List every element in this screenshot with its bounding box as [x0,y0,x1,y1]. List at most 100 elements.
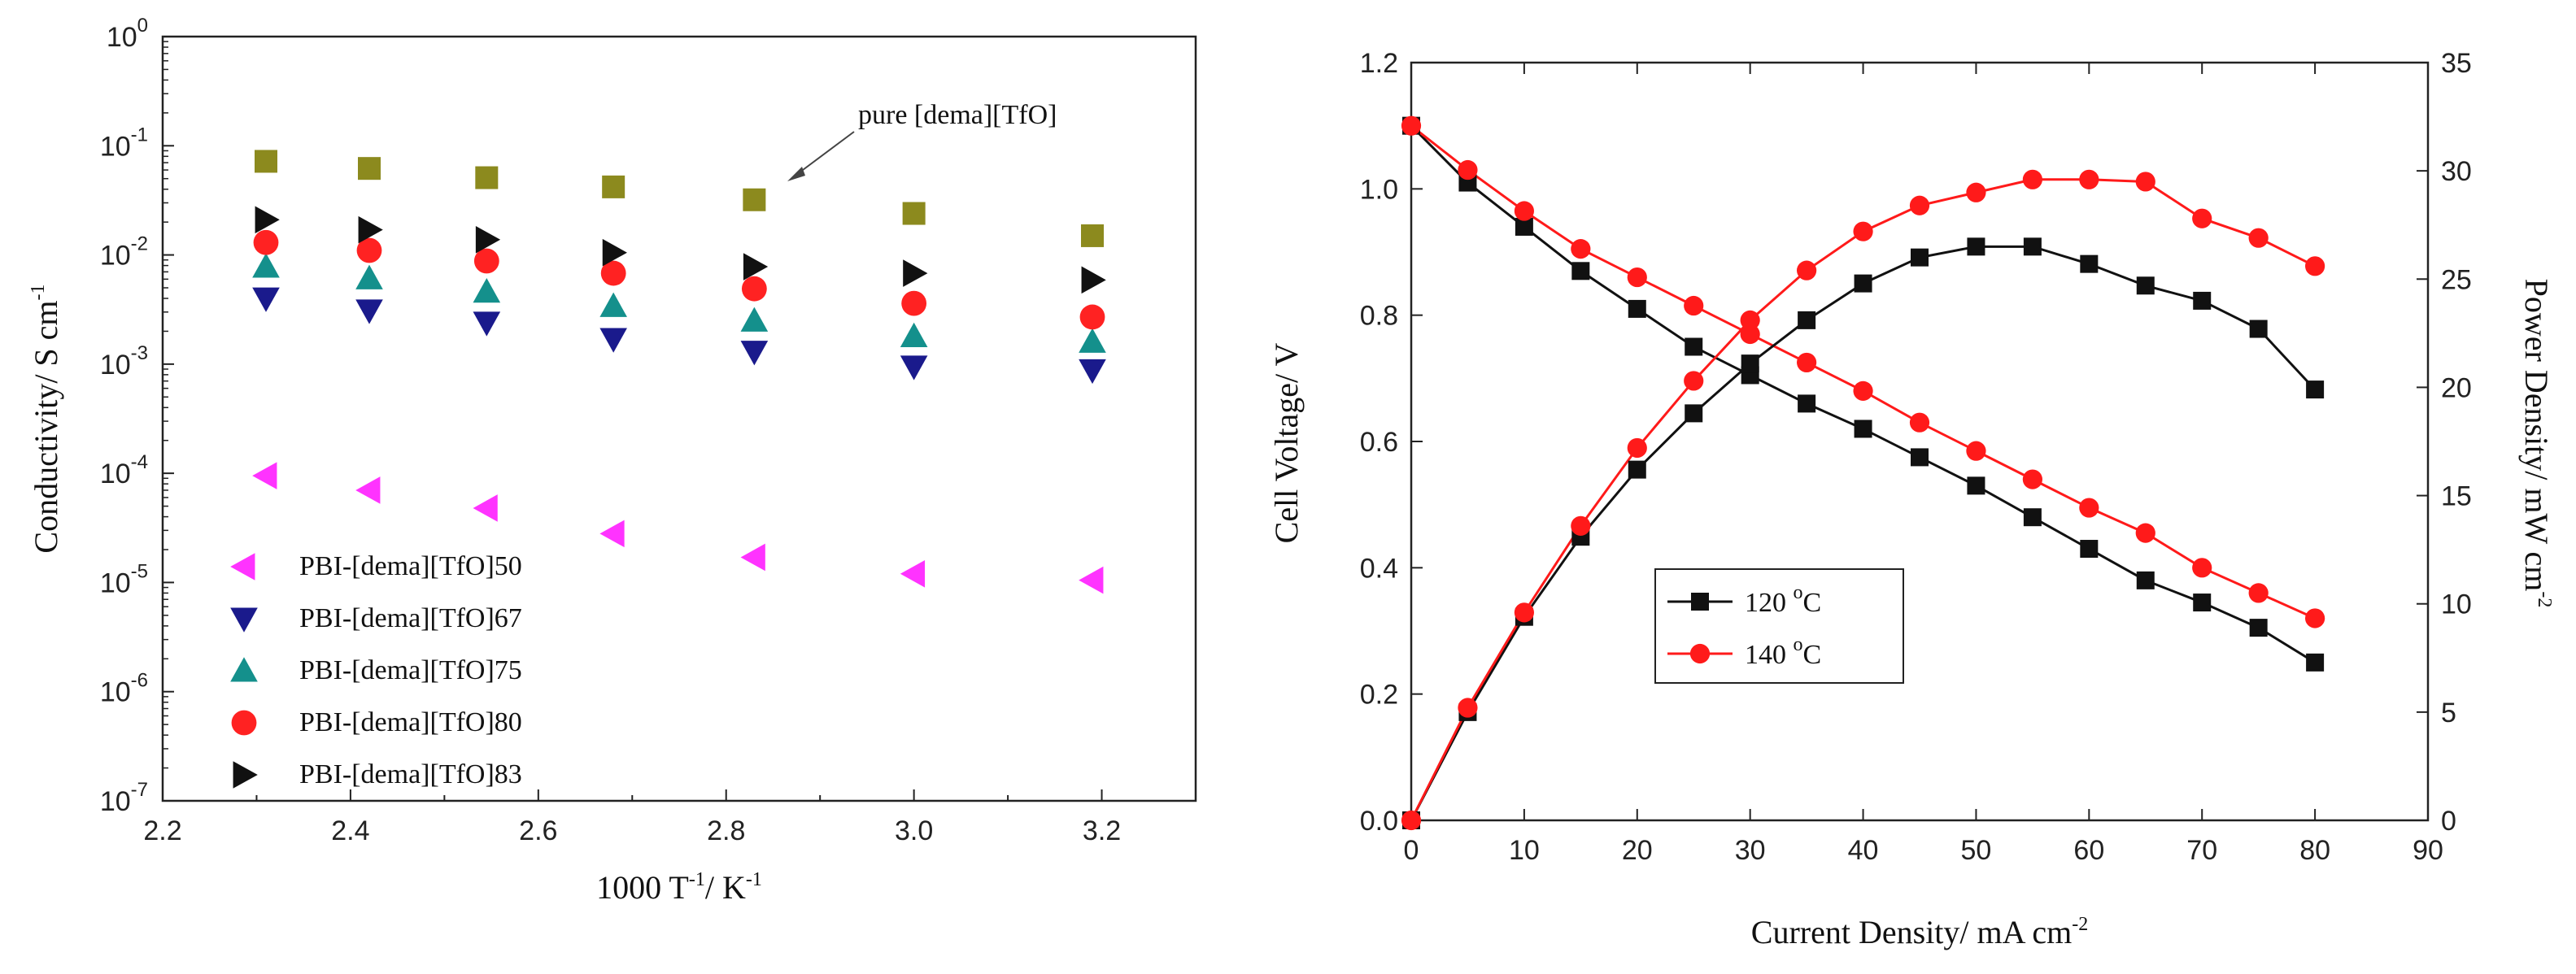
power-density-y2-ticks: 0 5 10 15 20 25 30 35 [2417,48,2472,837]
x-tick-label: 50 [1961,835,1992,866]
point-pure-dema-tfo [358,157,381,180]
point-120-power-power [1967,237,1985,256]
y-tick-label: 0.4 [1360,553,1398,584]
point-pbi-dema-tfo-80 [473,248,499,274]
conductivity-legend: PBI-[dema][TfO]50 PBI-[dema][TfO]67 PBI-[d… [230,551,522,789]
point-pbi-dema-tfo-50 [1079,566,1104,594]
point-140-power-power [1853,221,1873,241]
point-120-voltage [1685,337,1703,356]
y2-tick-label: 5 [2441,698,2456,728]
x-tick-label: 0 [1404,835,1419,866]
legend-label: PBI-[dema][TfO]83 [299,759,522,789]
cell-voltage-y-axis-title: Cell Voltage/ V [1268,343,1305,544]
x-tick-label: 2.8 [707,815,745,846]
point-140-power-power [2022,169,2042,189]
x-tick-label: 90 [2413,835,2443,866]
point-140-power-power [1571,515,1591,536]
point-120-voltage [1911,448,1929,467]
legend-marker [1691,593,1709,611]
legend-marker [230,607,258,633]
point-120-power-power [1911,248,1929,267]
power-density-y2-axis-title: Power Density/ mW cm-2 [2518,279,2555,608]
point-140-voltage [2248,583,2269,603]
point-120-voltage [1515,217,1533,236]
point-pbi-dema-tfo-80 [356,237,382,263]
y-tick-label: 10-5 [100,560,148,598]
x-tick-label: 40 [1848,835,1879,866]
point-140-power-power [2248,228,2269,248]
point-120-voltage [2306,653,2325,672]
point-120-voltage [1854,420,1872,438]
y-tick-label: 10-1 [100,124,148,162]
legend-label: 140 oC [1745,634,1821,670]
point-120-voltage [2080,540,2099,559]
point-140-power-power [1966,182,1986,202]
x-tick-label: 2.4 [331,815,369,846]
y2-tick-label: 35 [2441,48,2472,79]
legend-label: PBI-[dema][TfO]67 [299,603,522,633]
point-pbi-dema-tfo-75 [473,278,501,303]
x-tick-label: 30 [1735,835,1766,866]
point-120-voltage [1628,299,1646,318]
point-140-voltage [1627,267,1647,288]
annotation-arrow [787,131,855,181]
point-pbi-dema-tfo-83 [1081,266,1106,294]
point-140-power-power [1797,260,1817,280]
y-tick-label: 0.2 [1360,680,1398,711]
line-120-power-power [1410,245,2317,821]
fuel-cell-chart: 0 10 20 30 40 50 60 70 80 90 0.00.20.40.60.81.01.… [1268,48,2555,950]
point-120-power-power [1741,354,1759,373]
x-tick-label: 80 [2299,835,2330,866]
point-140-power-power [1740,310,1760,330]
y2-tick-label: 0 [2441,806,2456,837]
point-pbi-dema-tfo-75 [1079,328,1106,353]
point-pure-dema-tfo [743,188,766,211]
conductivity-data-points [252,150,1106,594]
point-140-voltage [2135,523,2155,543]
x-tick-label: 10 [1509,835,1540,866]
legend-marker [233,761,258,789]
point-140-power-power [2305,256,2325,276]
y-tick-label: 10-3 [100,342,148,380]
point-140-power-power [1909,195,1930,215]
point-140-voltage [1514,201,1534,221]
point-120-voltage [2193,594,2212,612]
point-140-power-power [2079,169,2099,189]
point-pbi-dema-tfo-80 [901,290,927,316]
point-140-power-power [1514,602,1534,623]
point-140-voltage [2022,469,2042,489]
y-tick-label: 10-4 [100,451,148,489]
point-140-power-power [1627,437,1647,459]
current-density-x-axis-title: Current Density/ mA cm-2 [1751,914,2088,950]
point-pbi-dema-tfo-75 [355,264,383,289]
conductivity-y-axis-title: Conductivity/ S cm-1 [28,284,64,553]
line-140-voltage [1410,124,2316,620]
y2-tick-label: 15 [2441,481,2472,512]
point-pbi-dema-tfo-83 [255,206,280,234]
point-pbi-dema-tfo-83 [358,215,383,244]
point-120-voltage [1967,476,1985,495]
point-140-power-power [2135,172,2155,192]
point-140-power-power [1458,698,1478,718]
point-pbi-dema-tfo-83 [602,238,627,267]
y2-tick-label: 30 [2441,156,2472,187]
point-140-voltage [1909,412,1930,433]
point-140-voltage [2079,498,2099,518]
point-pbi-dema-tfo-67 [740,341,769,366]
point-pbi-dema-tfo-80 [253,229,279,255]
point-pbi-dema-tfo-67 [599,328,627,353]
point-pbi-dema-tfo-50 [252,462,277,489]
point-120-power-power [1685,404,1703,423]
point-pbi-dema-tfo-67 [355,299,383,324]
y2-tick-label: 20 [2441,372,2472,403]
point-140-voltage [1966,441,1986,461]
legend-label: 120 oC [1745,582,1821,618]
legend-marker [230,657,258,682]
legend-marker [1689,643,1711,664]
point-140-voltage [2192,558,2212,578]
conductivity-chart: 2.2 2.4 2.6 2.8 3.0 3.2 10010-110-210-310-410… [28,15,1197,906]
point-120-power-power [1628,460,1646,479]
x-tick-label: 2.6 [519,815,557,846]
point-pbi-dema-tfo-75 [900,322,928,348]
